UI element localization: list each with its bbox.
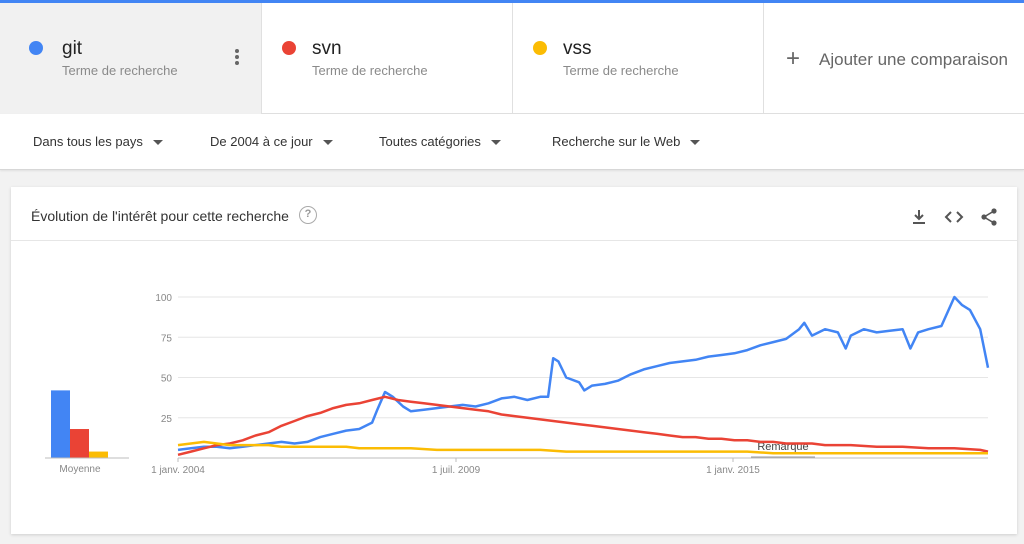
category-label: Toutes catégories [379,134,481,149]
share-icon[interactable] [979,207,999,227]
term-vss[interactable]: vss Terme de recherche [513,3,764,114]
region-dropdown[interactable]: Dans tous les pays [33,134,163,149]
term-name: git [62,38,83,59]
series-line-git[interactable] [177,295,990,452]
svn-color-dot [282,41,296,55]
series-line-vss[interactable] [177,440,988,455]
y-tick-label: 75 [161,333,173,344]
embed-icon[interactable] [944,207,964,227]
search-type-dropdown[interactable]: Recherche sur le Web [552,134,701,149]
chevron-down-icon [152,140,163,146]
average-label: Moyenne [59,464,101,475]
y-tick-label: 50 [161,374,173,385]
filters-bar: Dans tous les pays De 2004 à ce jour Tou… [0,114,1024,170]
plus-icon: + [786,45,801,72]
add-comparison-label: Ajouter une comparaison [819,50,1009,69]
category-dropdown[interactable]: Toutes catégories [379,134,501,149]
git-color-dot [29,41,43,55]
term-git[interactable]: git Terme de recherche [0,3,262,114]
help-icon[interactable]: ? [299,206,317,224]
search-terms-bar: git Terme de recherche svn Terme de rech… [0,3,1024,114]
vss-color-dot [533,41,547,55]
chevron-down-icon [690,140,701,146]
download-icon[interactable] [909,207,929,227]
term-svn[interactable]: svn Terme de recherche [262,3,513,114]
term-subtitle: Terme de recherche [62,63,178,78]
term-subtitle: Terme de recherche [312,63,428,78]
term-name: vss [563,38,592,59]
y-tick-label: 100 [155,293,172,304]
term-subtitle: Terme de recherche [563,63,679,78]
card-title: Évolution de l'intérêt pour cette recher… [31,208,289,224]
x-tick-label: 1 juil. 2009 [432,465,481,476]
chevron-down-icon [490,140,501,146]
chevron-down-icon [322,140,333,146]
period-label: De 2004 à ce jour [210,134,313,149]
period-dropdown[interactable]: De 2004 à ce jour [210,134,333,149]
series-line-svn[interactable] [177,395,989,457]
term-name: svn [312,38,342,59]
add-comparison-button[interactable]: + Ajouter une comparaison [764,3,1024,114]
x-tick-label: 1 janv. 2015 [706,465,760,476]
card-header: Évolution de l'intérêt pour cette recher… [11,187,1017,241]
average-bar-vss[interactable] [89,451,108,458]
more-vert-icon[interactable] [230,49,244,67]
y-tick-label: 25 [161,414,173,425]
chart-area: 25 50 75 100 1 janv. 2004 1 juil. 2009 1 janv.… [45,293,990,476]
search-type-label: Recherche sur le Web [552,134,681,149]
average-bar-svn[interactable] [70,429,89,458]
average-bar-git[interactable] [51,390,70,458]
region-label: Dans tous les pays [33,134,143,149]
interest-over-time-card: Évolution de l'intérêt pour cette recher… [11,187,1017,534]
x-tick-label: 1 janv. 2004 [151,465,205,476]
top-accent-bar [0,0,1024,3]
